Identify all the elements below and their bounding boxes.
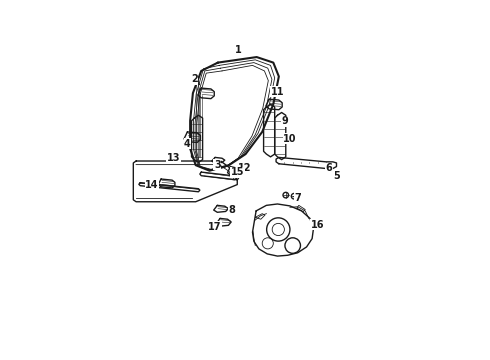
Text: 13: 13 [167, 153, 180, 163]
Text: 9: 9 [281, 116, 288, 126]
Text: 17: 17 [208, 222, 221, 232]
Text: 14: 14 [145, 180, 159, 190]
Text: 8: 8 [228, 205, 235, 215]
Text: 3: 3 [214, 159, 220, 170]
Text: 1: 1 [235, 45, 242, 55]
Text: 16: 16 [311, 220, 324, 230]
Text: 11: 11 [270, 87, 284, 97]
Text: 2: 2 [191, 74, 197, 84]
Text: 7: 7 [294, 193, 301, 203]
Text: 6: 6 [325, 163, 332, 174]
Text: 5: 5 [334, 171, 341, 181]
Text: 4: 4 [184, 139, 191, 149]
Text: 12: 12 [238, 163, 251, 174]
Text: 15: 15 [230, 167, 244, 177]
Text: 10: 10 [283, 134, 296, 144]
